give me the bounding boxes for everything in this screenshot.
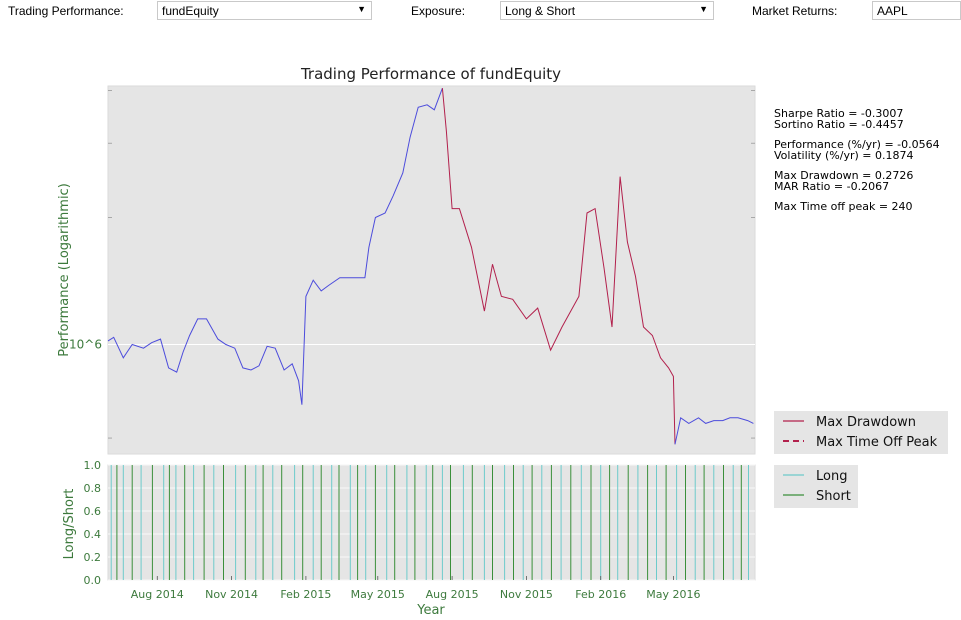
long-short-ytick-label: 0.2: [84, 551, 102, 564]
performance-legend: Max Drawdown Max Time Off Peak: [774, 411, 948, 454]
max-drawdown-series: [441, 88, 676, 445]
x-tick-label: Nov 2015: [500, 588, 553, 601]
legend-label-long: Long: [816, 469, 847, 484]
equity-series: [674, 416, 754, 445]
x-tick-label: Aug 2014: [131, 588, 184, 601]
long-short-ytick-label: 1.0: [84, 459, 102, 472]
chevron-down-icon: ▼: [699, 4, 708, 14]
trading-performance-select[interactable]: fundEquity ▼: [157, 1, 372, 20]
market-returns-label: Market Returns:: [752, 4, 838, 18]
legend-label-max-drawdown: Max Drawdown: [816, 415, 916, 430]
x-tick-label: Aug 2015: [426, 588, 479, 601]
equity-series: [107, 88, 443, 405]
stats-line: Sharpe Ratio = -0.3007: [774, 107, 903, 120]
long-short-ytick-label: 0.6: [84, 505, 102, 518]
chevron-down-icon: ▼: [357, 4, 366, 14]
performance-ytick-label: 10^6: [69, 337, 102, 351]
stats-line: Max Drawdown = 0.2726: [774, 169, 913, 182]
long-short-ylabel: Long/Short: [62, 489, 77, 560]
x-tick-label: May 2015: [351, 588, 405, 601]
market-returns-input[interactable]: AAPL: [872, 1, 961, 20]
performance-axes: Trading Performance of fundEquity Perfor…: [57, 65, 940, 455]
long-short-ytick-label: 0.0: [84, 574, 102, 587]
x-tick-label: Feb 2016: [575, 588, 626, 601]
exposure-value: Long & Short: [505, 4, 576, 18]
legend-label-max-time-off-peak: Max Time Off Peak: [816, 435, 938, 450]
trading-performance-label: Trading Performance:: [8, 4, 124, 18]
long-short-ytick-label: 0.8: [84, 482, 102, 495]
x-tick-label: May 2016: [646, 588, 700, 601]
stats-line: MAR Ratio = -0.2067: [774, 180, 889, 193]
long-short-ytick-label: 0.4: [84, 528, 102, 541]
toolbar: Trading Performance: fundEquity ▼ Exposu…: [0, 0, 961, 22]
stats-line: Max Time off peak = 240: [774, 200, 913, 213]
performance-title: Trading Performance of fundEquity: [300, 65, 561, 83]
legend-label-short: Short: [816, 489, 851, 504]
long-short-legend: Long Short: [774, 465, 858, 508]
trading-performance-value: fundEquity: [162, 4, 219, 18]
x-axis-label: Year: [416, 603, 445, 618]
exposure-label: Exposure:: [411, 4, 466, 18]
x-tick-label: Feb 2015: [280, 588, 331, 601]
performance-legend-box: [774, 411, 948, 454]
long-short-legend-box: [774, 465, 858, 508]
x-tick-label: Nov 2014: [205, 588, 258, 601]
long-short-axes: 0.0 0.2 0.4 0.6 0.8 1.0 Aug 2014 Nov 2014 Feb 2…: [62, 459, 756, 618]
stats-line: Performance (%/yr) = -0.0564: [774, 138, 940, 151]
stats-line: Volatility (%/yr) = 0.1874: [774, 149, 913, 162]
market-returns-value: AAPL: [877, 4, 908, 18]
exposure-select[interactable]: Long & Short ▼: [500, 1, 714, 20]
performance-plot-area: [107, 85, 756, 455]
long-short-plot-area: [107, 464, 756, 581]
stats-line: Sortino Ratio = -0.4457: [774, 118, 904, 131]
performance-ylabel: Performance (Logarithmic): [57, 183, 72, 357]
